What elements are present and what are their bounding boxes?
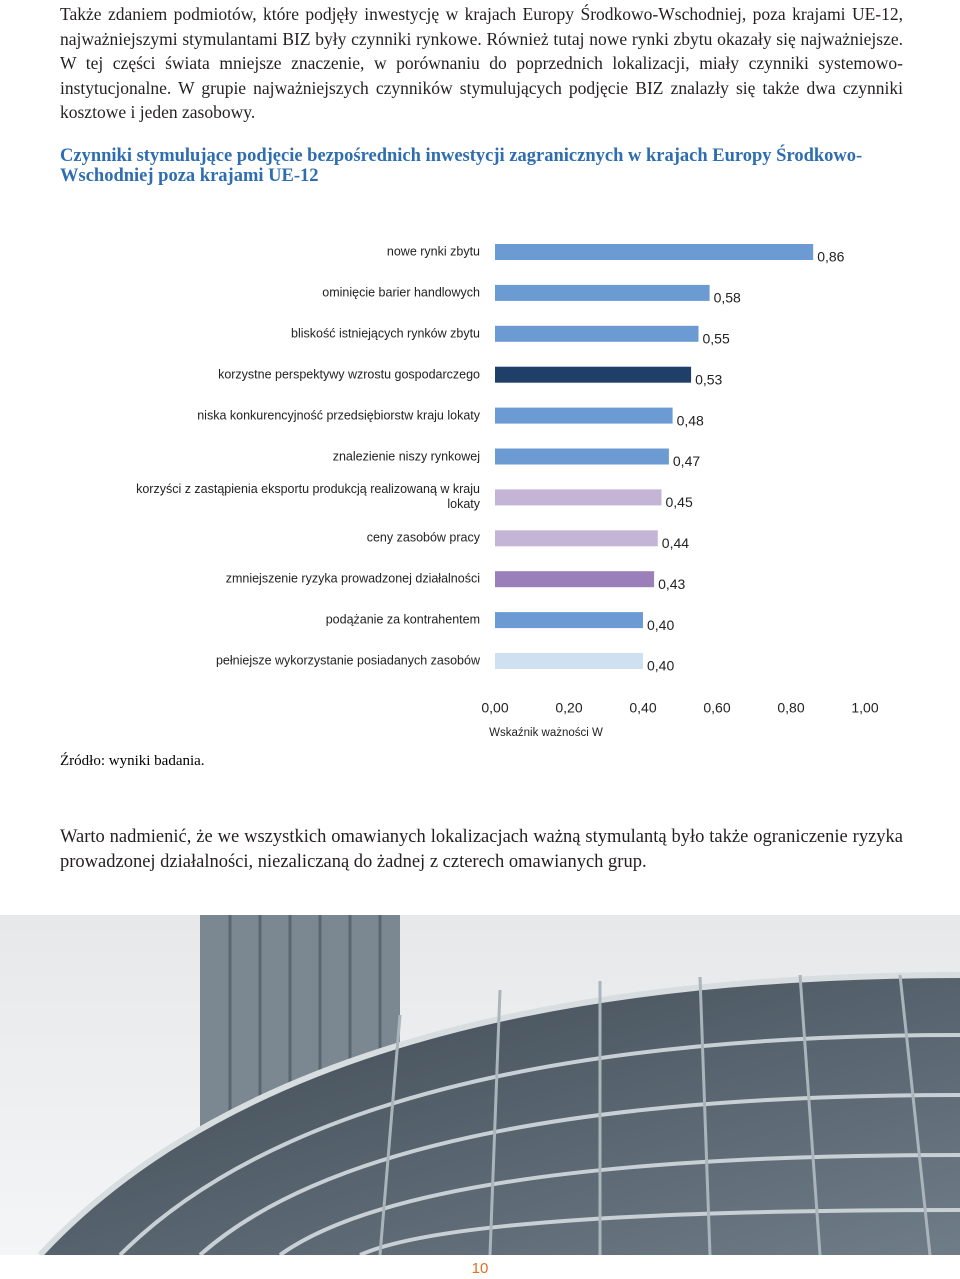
bar xyxy=(495,571,655,588)
x-tick-label: 0,60 xyxy=(703,700,730,716)
category-label: znalezienie niszy rynkowej xyxy=(332,449,480,463)
bar xyxy=(495,284,710,301)
category-label: korzyści z zastąpienia eksportu produkcj… xyxy=(136,482,480,512)
value-label: 0,86 xyxy=(817,249,844,265)
value-label: 0,47 xyxy=(673,453,700,469)
value-label: 0,40 xyxy=(647,617,674,633)
category-label: nowe rynki zbytu xyxy=(386,244,480,259)
page-number: 10 xyxy=(471,1260,489,1277)
x-tick-label: 1,00 xyxy=(851,700,878,716)
category-label: bliskość istniejących rynków zbytu xyxy=(291,326,480,341)
value-label: 0,58 xyxy=(714,290,741,306)
value-label: 0,44 xyxy=(662,535,689,551)
chart: 0,86 0,58 0,55 0,53 0,48 0,47 0,45 0,44 0,43 0,40… xyxy=(481,244,879,739)
photo xyxy=(0,915,960,1255)
paragraph: Warto nadmienić, że we wszystkich omawia… xyxy=(60,827,903,872)
value-label: 0,55 xyxy=(703,331,730,347)
category-label: ominięcie barier handlowych xyxy=(322,285,480,300)
x-axis-label: Wskaźnik ważności W xyxy=(489,727,603,739)
x-tick-label: 0,20 xyxy=(555,700,582,716)
bar xyxy=(495,489,662,506)
x-tick-label: 0,00 xyxy=(481,700,508,716)
category-label: zmniejszenie ryzyka prowadzonej działaln… xyxy=(225,571,480,586)
value-label: 0,40 xyxy=(647,658,674,674)
bar xyxy=(495,612,643,629)
bar xyxy=(495,325,699,342)
bar xyxy=(495,366,692,383)
category-label: ceny zasobów pracy xyxy=(366,530,480,545)
bar xyxy=(495,653,643,669)
category-label: pełniejsze wykorzystanie posiadanych zas… xyxy=(215,653,480,668)
bar xyxy=(495,530,658,547)
value-label: 0,53 xyxy=(695,371,722,387)
x-tick-label: 0,80 xyxy=(777,700,804,716)
category-label: korzystne perspektywy wzrostu gospodarcz… xyxy=(218,367,480,382)
value-label: 0,48 xyxy=(677,412,704,428)
source-note: Źródło: wyniki badania. xyxy=(60,753,205,769)
category-label: niska konkurencyjność przedsiębiorstw kr… xyxy=(197,408,480,423)
chart-title: Czynniki stymulujące podjęcie bezpośredn… xyxy=(60,146,863,186)
bar xyxy=(495,448,669,465)
category-label: podążanie za kontrahentem xyxy=(325,612,480,627)
x-tick-label: 0,40 xyxy=(629,700,656,716)
bar xyxy=(495,407,673,424)
bar xyxy=(495,244,814,260)
value-label: 0,45 xyxy=(666,494,693,510)
paragraph: Także zdaniem podmiotów, które podjęły i… xyxy=(60,4,903,122)
value-label: 0,43 xyxy=(658,576,685,592)
